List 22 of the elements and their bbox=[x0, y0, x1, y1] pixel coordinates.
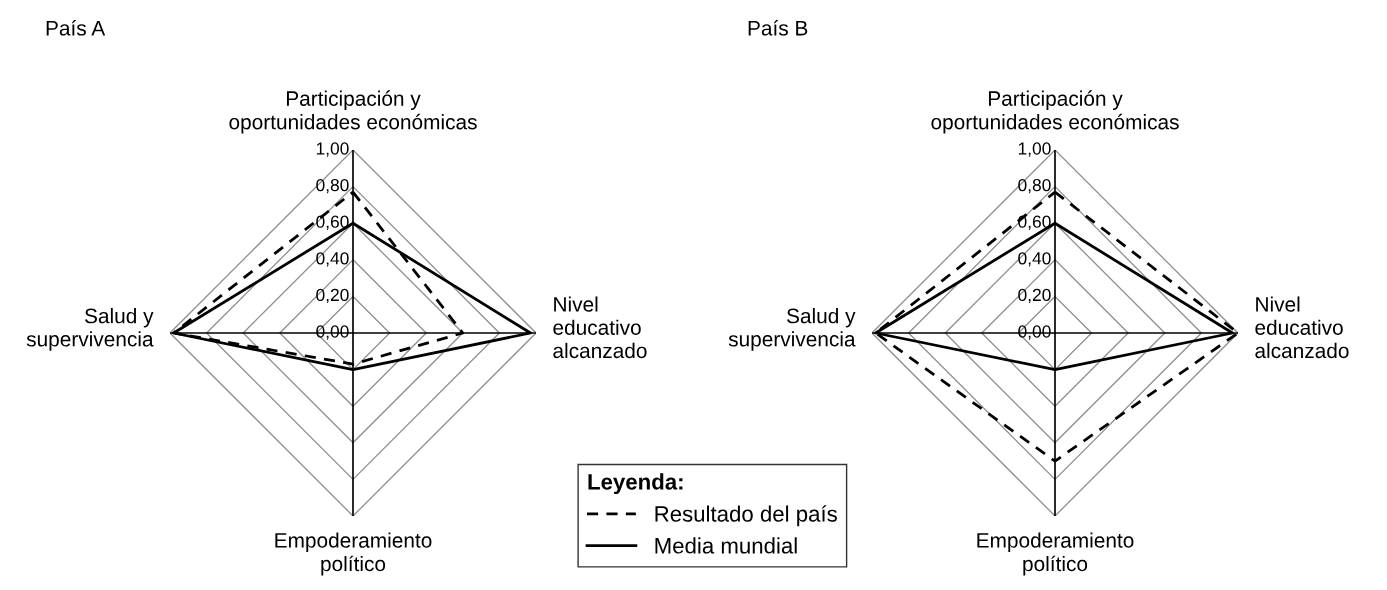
y-tick-label: 0,80 bbox=[316, 178, 349, 194]
spoke-label: Nivel educativo alcanzado bbox=[553, 296, 647, 359]
legend-label: Media mundial bbox=[655, 537, 797, 554]
y-tick-label: 1,00 bbox=[1018, 142, 1051, 157]
y-tick-label: 0,40 bbox=[1018, 252, 1051, 267]
y-tick-label: 0,20 bbox=[1018, 288, 1051, 304]
legend-label: Resultado del país bbox=[655, 505, 837, 527]
spoke-label: Salud y supervivencia bbox=[26, 308, 154, 351]
spoke-label: Empoderamiento político bbox=[275, 532, 432, 576]
spoke-label: Participación y oportunidades económicas bbox=[931, 90, 1179, 134]
spoke-label: Salud y supervivencia bbox=[728, 308, 856, 351]
y-tick-label: 0,60 bbox=[316, 215, 349, 230]
spoke-label: Nivel educativo alcanzado bbox=[1255, 296, 1349, 359]
y-tick-label: 0,80 bbox=[1018, 178, 1051, 194]
y-tick-label: 1,00 bbox=[316, 142, 349, 157]
chart-title: País B bbox=[748, 20, 808, 36]
y-tick-label: 0,20 bbox=[316, 288, 349, 304]
legend-title: Leyenda: bbox=[588, 473, 683, 495]
chart-title: País A bbox=[46, 20, 106, 36]
spoke-label: Empoderamiento político bbox=[977, 532, 1134, 576]
spoke-label: Participación y oportunidades económicas bbox=[229, 90, 477, 134]
y-tick-label: 0,40 bbox=[316, 252, 349, 267]
